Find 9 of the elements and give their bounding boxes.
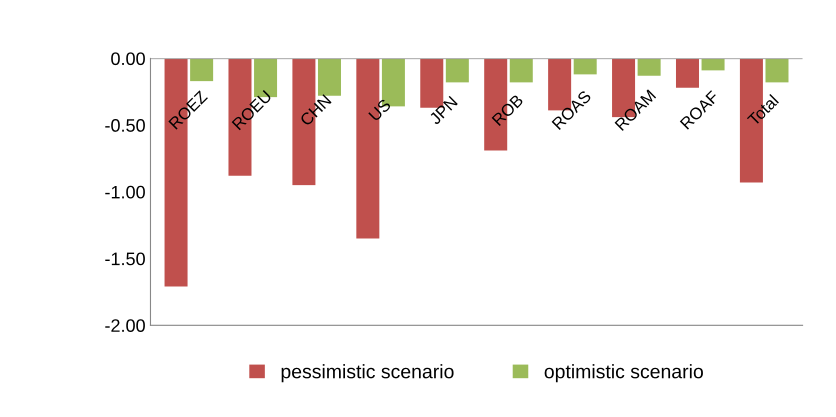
legend-label: pessimistic scenario	[282, 364, 454, 382]
y-tick-label: -1.50	[105, 252, 145, 266]
y-tick-label: 0.00	[111, 52, 145, 66]
y-tick-label: -1.00	[105, 186, 145, 199]
x-tick-label: US	[368, 98, 392, 122]
x-tick-label: JPN	[428, 96, 458, 126]
legend-label: optimistic scenario	[544, 364, 703, 382]
y-tick-label: -0.50	[105, 119, 145, 132]
y-tick-label: -2.00	[105, 319, 145, 332]
